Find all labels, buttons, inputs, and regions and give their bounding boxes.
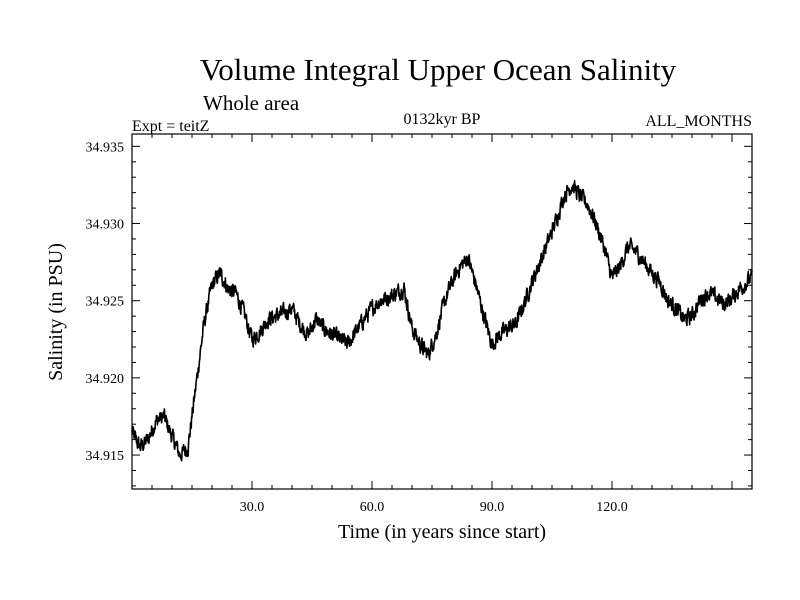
- y-tick-label: 34.925: [86, 295, 125, 310]
- x-tick-label: 30.0: [240, 500, 265, 515]
- x-tick-label: 60.0: [360, 500, 385, 515]
- plot-frame: [131, 133, 753, 490]
- y-tick-label: 34.930: [86, 218, 125, 233]
- y-axis-ticks: 34.915 34.920 34.925 34.930 34.935: [86, 140, 752, 487]
- y-tick-label: 34.935: [86, 140, 125, 155]
- period-label: 0132kyr BP: [404, 111, 481, 128]
- experiment-label: Expt = teitZ: [132, 118, 209, 135]
- y-axis-label: Salinity (in PSU): [45, 243, 67, 381]
- chart-title: Volume Integral Upper Ocean Salinity: [200, 52, 677, 87]
- x-tick-label: 120.0: [596, 500, 628, 515]
- months-label: ALL_MONTHS: [645, 113, 752, 130]
- x-axis-label: Time (in years since start): [338, 521, 546, 543]
- x-axis-ticks: 30.0 60.0 90.0 120.0: [151, 134, 733, 515]
- y-tick-label: 34.915: [86, 449, 125, 464]
- salinity-series-line: [131, 179, 753, 462]
- y-tick-label: 34.920: [86, 372, 125, 387]
- x-tick-label: 90.0: [480, 500, 505, 515]
- chart-subtitle: Whole area: [203, 91, 300, 115]
